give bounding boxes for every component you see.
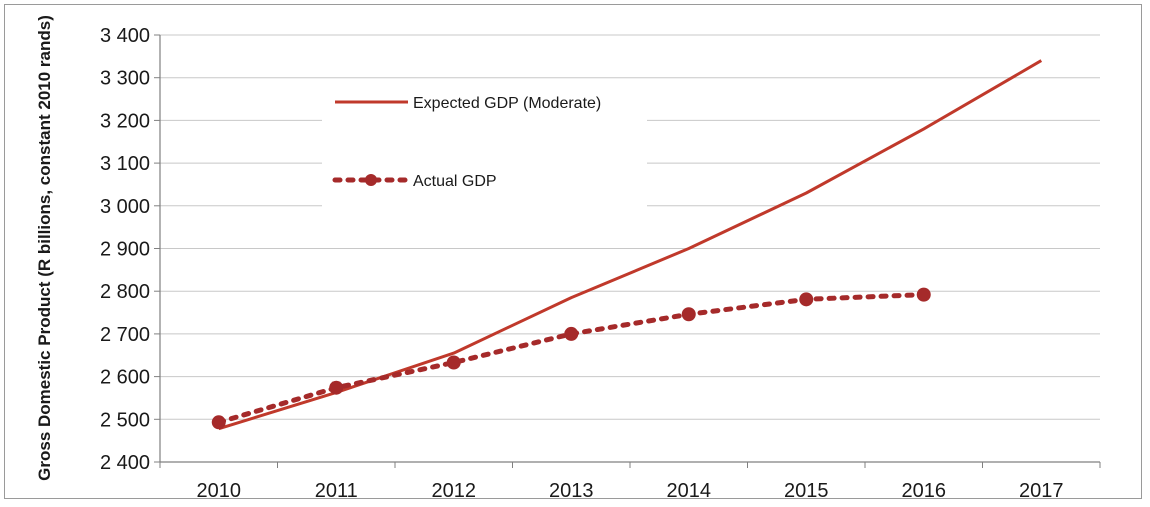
data-point-actual-gdp [916, 287, 931, 302]
data-point-actual-gdp [564, 326, 579, 341]
x-tick-label: 2013 [549, 480, 594, 502]
x-tick-label: 2014 [667, 480, 712, 502]
y-tick-label: 2 400 [100, 452, 150, 474]
x-tick-label: 2011 [315, 480, 358, 502]
legend: Expected GDP (Moderate) Actual GDP [322, 80, 647, 210]
data-point-actual-gdp [211, 415, 226, 430]
y-tick-label: 3 200 [100, 110, 150, 132]
legend-marker-actual [365, 174, 377, 186]
legend-label-actual: Actual GDP [413, 173, 497, 190]
y-tick-label: 2 900 [100, 239, 150, 261]
series [211, 59, 1043, 431]
y-tick-label: 3 400 [100, 25, 150, 47]
data-point-actual-gdp [799, 292, 814, 307]
data-point-actual-gdp [681, 307, 696, 322]
axes [154, 34, 1101, 468]
x-tick-label: 2012 [432, 480, 477, 502]
y-tick-label: 2 500 [100, 409, 150, 431]
y-tick-label: 2 700 [100, 324, 150, 346]
y-tick-label: 3 100 [100, 153, 150, 175]
y-tick-label: 3 000 [100, 196, 150, 218]
x-tick-label: 2016 [902, 480, 947, 502]
data-point-actual-gdp [446, 355, 461, 370]
y-tick-label: 2 600 [100, 367, 150, 389]
x-tick-label: 2010 [197, 480, 242, 502]
y-axis-label: Gross Domestic Product (R billions, cons… [35, 15, 54, 481]
series-line-actual-gdp [216, 292, 927, 425]
x-tick-label: 2015 [784, 480, 829, 502]
y-tick-label: 3 300 [100, 68, 150, 90]
y-axis-ticks: 2 400 2 500 2 600 2 700 2 800 2 900 3 000 3 100… [100, 25, 150, 474]
x-axis-ticks: 2010 2011 2012 2013 2014 2015 2016 2017 [197, 480, 1064, 502]
legend-label-expected: Expected GDP (Moderate) [413, 95, 601, 112]
y-tick-label: 2 800 [100, 281, 150, 303]
x-tick-label: 2017 [1019, 480, 1064, 502]
data-point-actual-gdp [329, 380, 344, 395]
